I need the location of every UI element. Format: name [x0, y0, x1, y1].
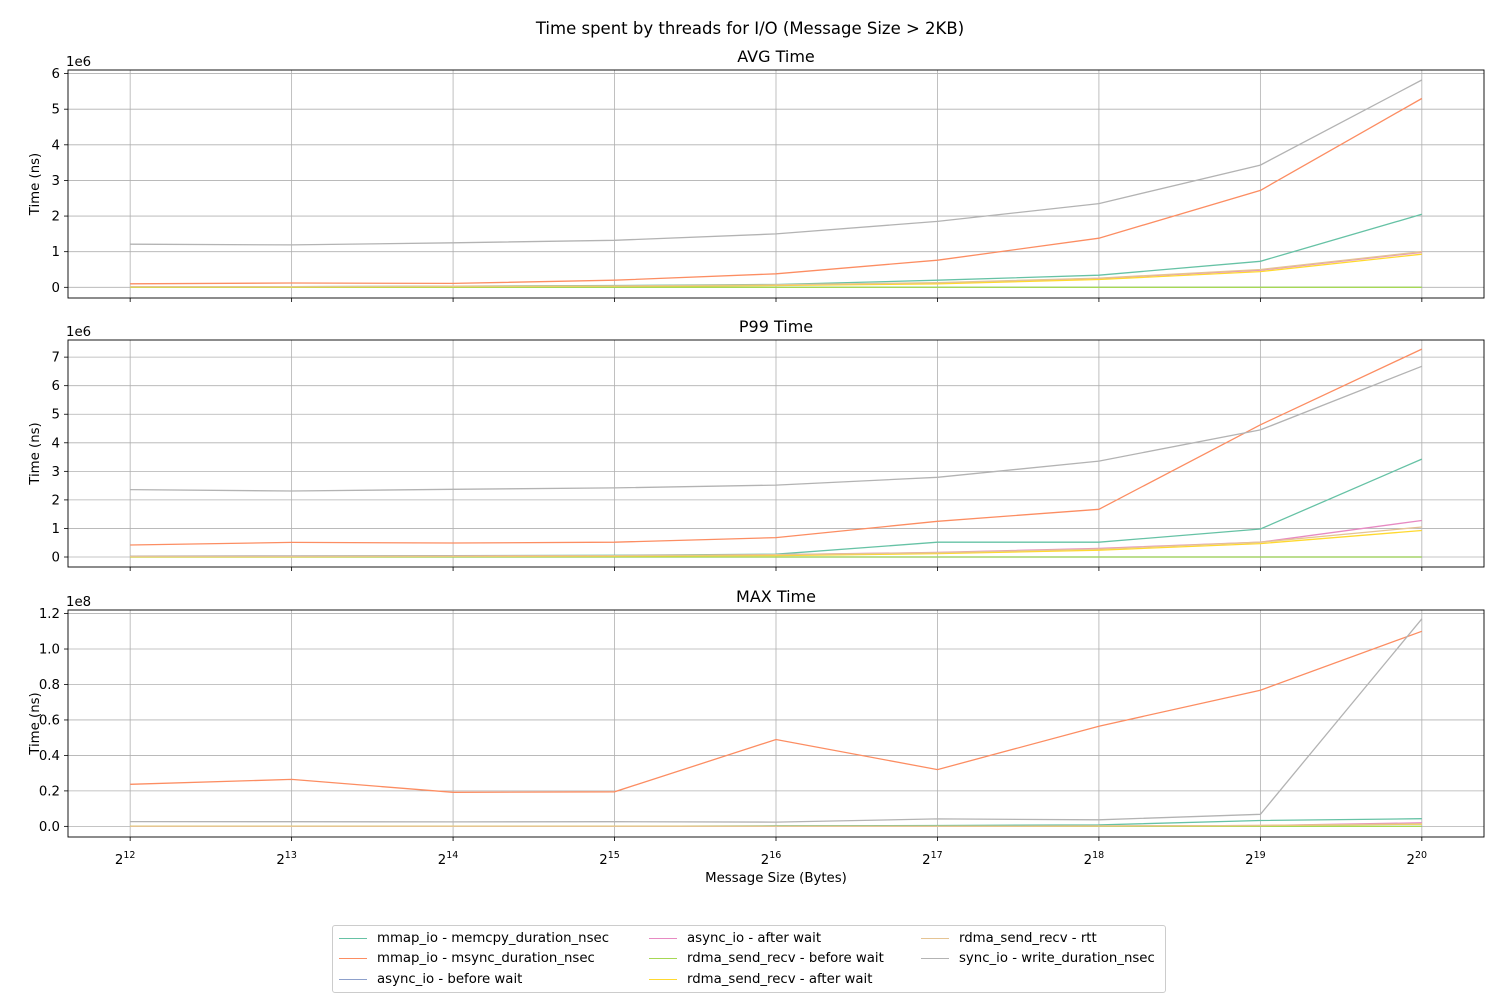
y-tick-label: 0.8 [39, 678, 60, 693]
y-tick-label: 3 [52, 174, 60, 189]
y-tick-label: 5 [52, 408, 60, 423]
series-line [130, 251, 1422, 288]
legend-swatch [649, 957, 677, 959]
y-tick-label: 7 [52, 351, 60, 366]
legend-item: sync_io - write_duration_nsec [921, 948, 1155, 968]
series-line [130, 365, 1423, 492]
legend-item: rdma_send_recv - after wait [649, 969, 872, 989]
y-tick-label: 2 [52, 210, 60, 225]
panel-title: P99 Time [739, 317, 813, 336]
legend-label: mmap_io - msync_duration_nsec [377, 950, 595, 966]
x-tick-label: 214 [438, 850, 459, 868]
legend-swatch [339, 978, 367, 980]
y-tick-label: 0 [52, 281, 60, 296]
legend-swatch [921, 937, 949, 939]
y-tick-label: 6 [52, 379, 60, 394]
series-line [130, 79, 1423, 246]
legend-label: rdma_send_recv - rtt [959, 930, 1097, 946]
y-tick-label: 5 [52, 103, 60, 118]
x-tick-label: 217 [922, 850, 943, 868]
x-tick-label: 218 [1084, 850, 1105, 868]
x-tick-label: 219 [1245, 850, 1266, 868]
y-axis-label: Time (ns) [28, 422, 43, 486]
legend-swatch [649, 937, 677, 939]
legend-item: rdma_send_recv - rtt [921, 928, 1097, 948]
y-tick-label: 4 [52, 436, 60, 451]
y-tick-label: 3 [52, 465, 60, 480]
y-axis-label: Time (ns) [28, 692, 43, 756]
y-tick-label: 0.0 [39, 820, 60, 835]
series-line [130, 97, 1423, 285]
x-tick-label: 213 [276, 850, 297, 868]
panel-avg: 0 1 2 3 4 5 6 AVG Time Time (ns) 1e6 [28, 47, 1485, 302]
legend-label: async_io - after wait [687, 930, 822, 946]
legend-label: rdma_send_recv - before wait [687, 950, 884, 966]
legend-swatch [339, 957, 367, 959]
legend-swatch [921, 957, 949, 959]
y-tick-label: 1 [52, 522, 60, 537]
panels-layer: 0 1 2 3 4 5 6 AVG Time Time (ns) 1e6 0 1 2 3 4 5 6 7 P99 T… [28, 47, 1485, 868]
series-line [130, 630, 1423, 793]
legend-swatch [649, 978, 677, 980]
y-tick-label: 0.2 [39, 784, 60, 799]
y-tick-label: 1 [52, 245, 60, 260]
series-line [130, 823, 1422, 828]
legend-label: sync_io - write_duration_nsec [959, 950, 1155, 966]
x-tick-label: 212 [115, 850, 136, 868]
series-line [130, 618, 1423, 823]
panel-p99: 0 1 2 3 4 5 6 7 P99 Time Time (ns) 1e6 [28, 317, 1485, 571]
offset-label: 1e6 [66, 55, 91, 70]
y-tick-label: 0 [52, 551, 60, 566]
legend-label: async_io - before wait [377, 971, 523, 987]
offset-label: 1e6 [66, 325, 91, 340]
series-line [130, 526, 1422, 558]
legend-item: mmap_io - msync_duration_nsec [339, 948, 595, 968]
legend-item: rdma_send_recv - before wait [649, 948, 884, 968]
y-axis-label: Time (ns) [28, 153, 43, 217]
legend-swatch [339, 937, 367, 939]
y-tick-label: 1.0 [39, 643, 60, 658]
panel-title: MAX Time [736, 587, 816, 606]
y-tick-label: 2 [52, 493, 60, 508]
x-tick-label: 215 [599, 850, 620, 868]
legend: mmap_io - memcpy_duration_nsec mmap_io -… [332, 925, 1166, 993]
legend-item: mmap_io - memcpy_duration_nsec [339, 928, 609, 948]
x-axis-label: Message Size (Bytes) [705, 871, 847, 886]
figure-title: Time spent by threads for I/O (Message S… [535, 19, 964, 38]
y-tick-label: 4 [52, 138, 60, 153]
legend-label: mmap_io - memcpy_duration_nsec [377, 930, 610, 946]
y-tick-label: 1.2 [39, 607, 60, 622]
panel-title: AVG Time [737, 47, 815, 66]
x-tick-label: 216 [761, 850, 782, 868]
legend-item: async_io - after wait [649, 928, 821, 948]
y-tick-label: 0.4 [39, 749, 60, 764]
x-tick-label: 220 [1407, 850, 1428, 868]
offset-label: 1e8 [66, 595, 91, 610]
legend-label: rdma_send_recv - after wait [687, 971, 873, 987]
panel-max: 0.0 0.2 0.4 0.6 0.8 1.0 1.2 MAX Time Time (ns) 1e… [28, 587, 1485, 841]
y-tick-label: 6 [52, 67, 60, 82]
y-tick-label: 0.6 [39, 713, 60, 728]
series-line [130, 348, 1423, 546]
legend-item: async_io - before wait [339, 969, 522, 989]
